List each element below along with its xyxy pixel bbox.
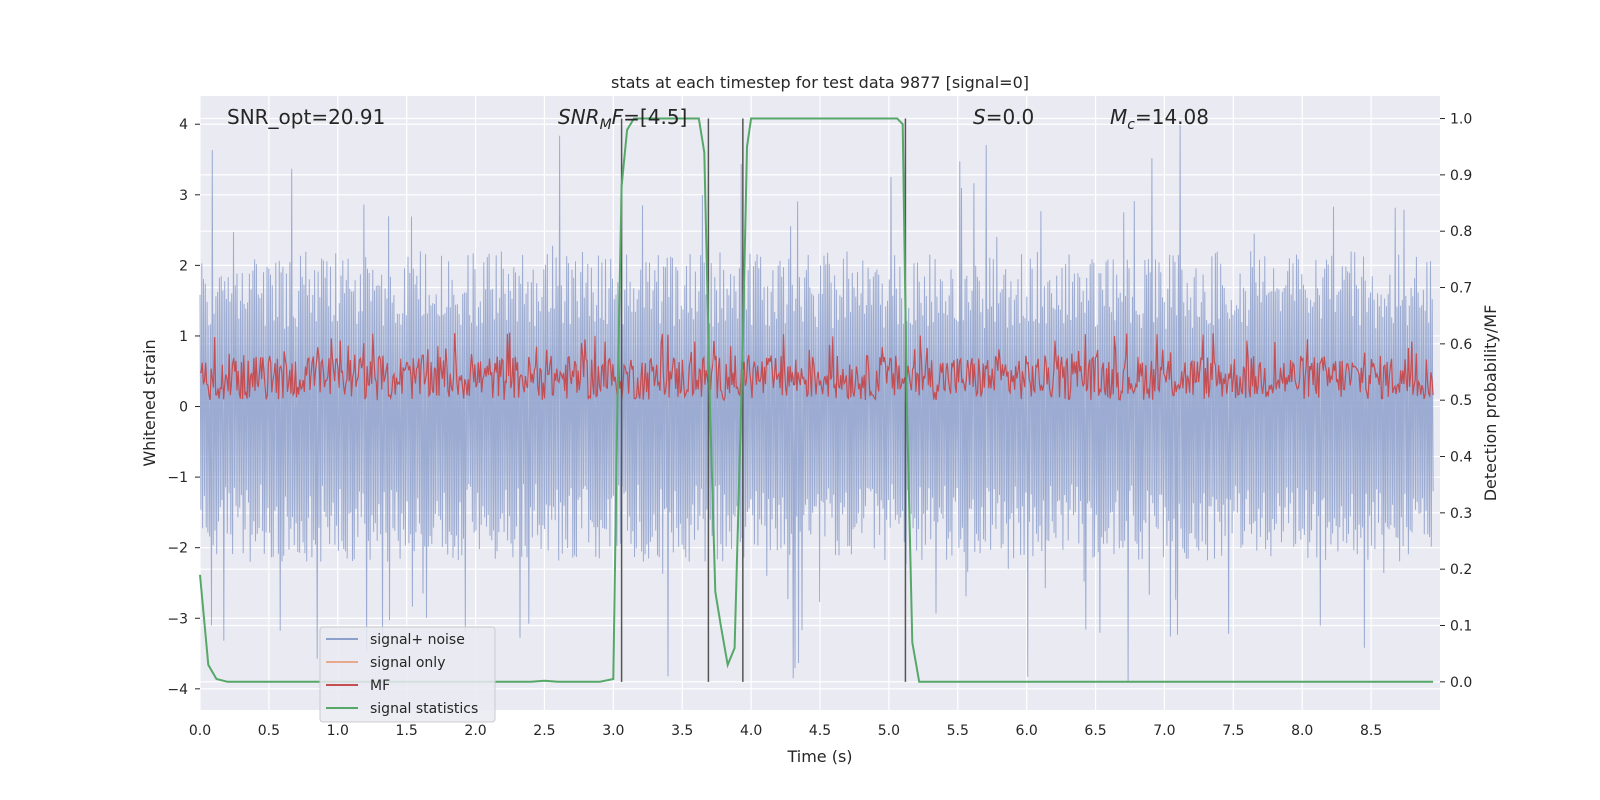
- y-tick-label-left: −1: [167, 470, 188, 486]
- y-tick-label-left: 1: [179, 329, 188, 345]
- y-tick-label-left: 3: [179, 188, 188, 204]
- annotation-mc-symbol: M: [1110, 105, 1127, 129]
- legend-label-signal-only: signal only: [370, 655, 445, 671]
- y-tick-label-right: 0.8: [1450, 224, 1472, 240]
- x-tick-label: 1.5: [396, 723, 418, 739]
- annotation-snr-mf-value: =[4.5]: [623, 105, 687, 129]
- y-axis-right-label: Detection probability/MF: [1481, 305, 1500, 502]
- x-tick-label: 3.5: [671, 723, 693, 739]
- y-tick-label-right: 1.0: [1450, 112, 1472, 128]
- chart-title: stats at each timestep for test data 987…: [611, 73, 1029, 92]
- x-tick-label: 1.0: [327, 723, 349, 739]
- y-tick-label-right: 0.0: [1450, 675, 1472, 691]
- y-tick-label-right: 0.2: [1450, 562, 1472, 578]
- annotation-snr-mf-symbol: SNR: [558, 105, 600, 129]
- series-signal-noise: [199, 125, 1434, 682]
- y-tick-label-left: −2: [167, 541, 188, 557]
- x-tick-label: 6.5: [1084, 723, 1106, 739]
- y-tick-label-right: 0.7: [1450, 281, 1472, 297]
- y-tick-label-left: 0: [179, 400, 188, 416]
- x-tick-label: 0.5: [258, 723, 280, 739]
- x-tick-label: 5.5: [947, 723, 969, 739]
- y-axis-right-ticks: 0.0 0.1 0.2 0.3 0.4 0.5 0.6 0.7 0.8 0.9 1.0: [1440, 112, 1472, 691]
- annotation-mc-sub: c: [1127, 117, 1135, 133]
- x-tick-label: 7.0: [1153, 723, 1175, 739]
- y-tick-label-right: 0.1: [1450, 619, 1472, 635]
- annotation-snr-mf: SNRMF=[4.5]: [558, 105, 687, 133]
- y-axis-left-label: Whitened strain: [140, 339, 159, 466]
- y-tick-label-right: 0.6: [1450, 337, 1472, 353]
- y-axis-left-ticks: −4 −3 −2 −1 0 1 2 3 4: [167, 117, 200, 698]
- series-mf: [199, 332, 1434, 402]
- legend-label-signal-noise: signal+ noise: [370, 632, 465, 648]
- annotation-mc: Mc=14.08: [1110, 105, 1209, 133]
- y-tick-label-right: 0.4: [1450, 450, 1472, 466]
- x-tick-label: 2.5: [533, 723, 555, 739]
- x-tick-label: 6.0: [1016, 723, 1038, 739]
- y-tick-label-left: 4: [179, 117, 188, 133]
- x-axis-ticks: 0.0 0.5 1.0 1.5 2.0 2.5 3.0 3.5 4.0 4.5 5.0 5.5 6.0 6…: [189, 723, 1382, 739]
- y-tick-label-left: −3: [167, 611, 188, 627]
- y-tick-label-left: 2: [179, 258, 188, 274]
- y-tick-label-right: 0.3: [1450, 506, 1472, 522]
- annotation-s: S=0.0: [973, 105, 1034, 129]
- x-tick-label: 8.0: [1291, 723, 1313, 739]
- series-mf-line: [199, 332, 1434, 402]
- y-tick-label-right: 0.9: [1450, 168, 1472, 184]
- annotation-s-value: =0.0: [986, 105, 1035, 129]
- annotation-snr-opt: SNR_opt=20.91: [227, 105, 385, 129]
- legend-label-signal-statistics: signal statistics: [370, 701, 478, 717]
- y-tick-label-left: −4: [167, 682, 188, 698]
- y-tick-label-right: 0.5: [1450, 393, 1472, 409]
- x-tick-label: 4.0: [740, 723, 762, 739]
- x-tick-label: 7.5: [1222, 723, 1244, 739]
- series-signal-noise-line: [199, 125, 1434, 682]
- annotation-snr-mf-sub: M: [600, 117, 612, 133]
- annotation-snr-mf-symbol2: F: [612, 105, 624, 129]
- legend: signal+ noise signal only MF signal stat…: [319, 626, 496, 723]
- x-axis-label: Time (s): [786, 747, 852, 766]
- x-tick-label: 4.5: [809, 723, 831, 739]
- x-tick-label: 2.0: [464, 723, 486, 739]
- annotation-s-symbol: S: [973, 105, 986, 129]
- x-tick-label: 8.5: [1360, 723, 1382, 739]
- legend-box: [319, 626, 496, 723]
- x-tick-label: 5.0: [878, 723, 900, 739]
- annotation-mc-value: =14.08: [1135, 105, 1209, 129]
- legend-label-mf: MF: [370, 678, 390, 694]
- x-tick-label: 3.0: [602, 723, 624, 739]
- x-tick-label: 0.0: [189, 723, 211, 739]
